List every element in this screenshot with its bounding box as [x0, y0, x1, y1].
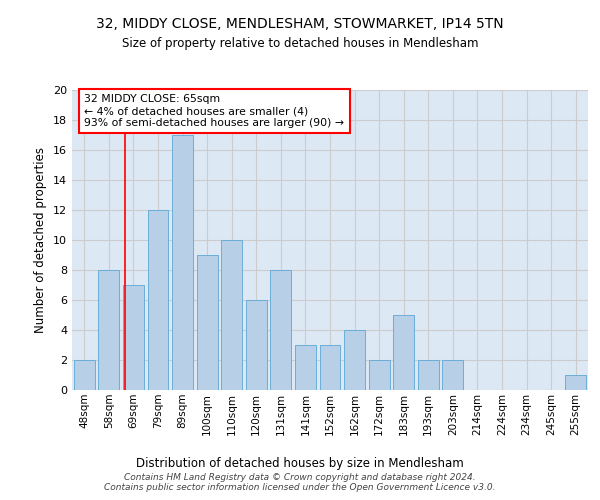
Text: Size of property relative to detached houses in Mendlesham: Size of property relative to detached ho…: [122, 38, 478, 51]
Bar: [148, 210, 169, 390]
Bar: [393, 315, 414, 390]
Bar: [197, 255, 218, 390]
Bar: [442, 360, 463, 390]
Text: 32 MIDDY CLOSE: 65sqm
← 4% of detached houses are smaller (4)
93% of semi-detach: 32 MIDDY CLOSE: 65sqm ← 4% of detached h…: [84, 94, 344, 128]
Bar: [74, 360, 95, 390]
Bar: [320, 345, 340, 390]
Bar: [98, 270, 119, 390]
Text: 32, MIDDY CLOSE, MENDLESHAM, STOWMARKET, IP14 5TN: 32, MIDDY CLOSE, MENDLESHAM, STOWMARKET,…: [96, 18, 504, 32]
Text: Contains HM Land Registry data © Crown copyright and database right 2024.
Contai: Contains HM Land Registry data © Crown c…: [104, 473, 496, 492]
Bar: [565, 375, 586, 390]
Y-axis label: Number of detached properties: Number of detached properties: [34, 147, 47, 333]
Bar: [246, 300, 267, 390]
Bar: [418, 360, 439, 390]
Bar: [295, 345, 316, 390]
Bar: [123, 285, 144, 390]
Bar: [368, 360, 389, 390]
Bar: [221, 240, 242, 390]
Text: Distribution of detached houses by size in Mendlesham: Distribution of detached houses by size …: [136, 458, 464, 470]
Bar: [344, 330, 365, 390]
Bar: [172, 135, 193, 390]
Bar: [271, 270, 292, 390]
